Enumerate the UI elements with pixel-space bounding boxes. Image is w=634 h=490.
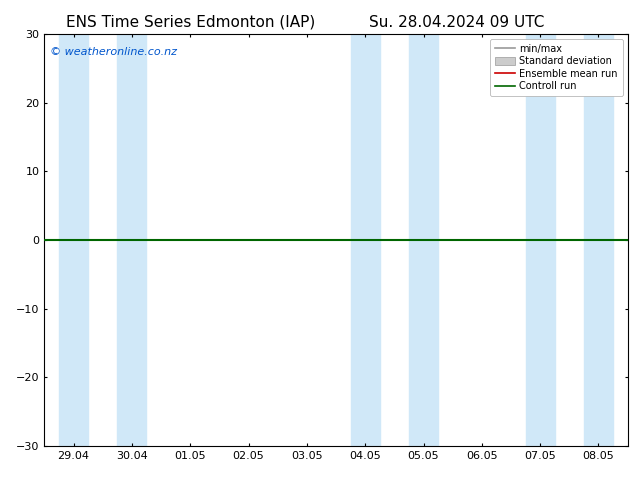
Bar: [59, 34, 88, 446]
Bar: [351, 34, 380, 446]
Text: © weatheronline.co.nz: © weatheronline.co.nz: [50, 47, 178, 57]
Bar: [409, 34, 438, 446]
Text: Su. 28.04.2024 09 UTC: Su. 28.04.2024 09 UTC: [369, 15, 544, 30]
Bar: [526, 34, 555, 446]
Bar: [584, 34, 613, 446]
Bar: [117, 34, 146, 446]
Text: ENS Time Series Edmonton (IAP): ENS Time Series Edmonton (IAP): [65, 15, 315, 30]
Legend: min/max, Standard deviation, Ensemble mean run, Controll run: min/max, Standard deviation, Ensemble me…: [490, 39, 623, 96]
